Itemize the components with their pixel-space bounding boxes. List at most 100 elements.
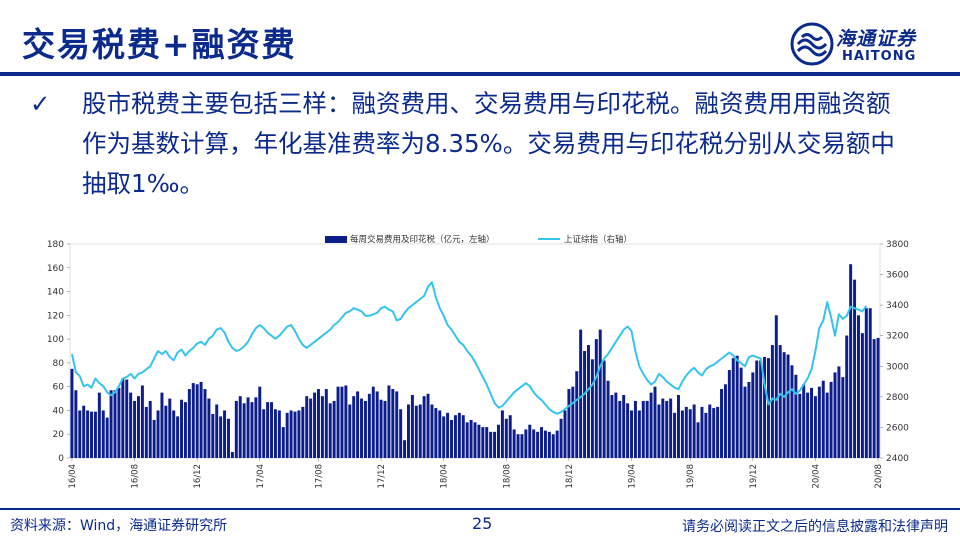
bar — [403, 440, 407, 458]
x-axis-tick-label: 17/04 — [256, 464, 266, 489]
bar — [86, 410, 90, 458]
page-title: 交易税费+融资费 — [22, 25, 297, 64]
bar — [641, 400, 645, 458]
bar — [363, 400, 367, 458]
bar — [708, 404, 712, 458]
bar — [203, 389, 207, 458]
bar — [684, 406, 688, 458]
bar — [598, 329, 602, 458]
bar — [755, 360, 759, 458]
bar — [680, 410, 684, 458]
legend-bar-label: 每周交易费用及印花税（亿元，左轴） — [350, 234, 495, 245]
bar — [704, 412, 708, 458]
bar — [74, 390, 78, 458]
bar — [223, 410, 227, 458]
bar — [133, 400, 137, 458]
bar — [289, 410, 293, 458]
bar — [156, 410, 160, 458]
bar — [180, 399, 184, 458]
bar — [414, 405, 418, 458]
bar — [105, 417, 109, 458]
bar — [246, 397, 250, 458]
bar — [446, 412, 450, 458]
bar — [473, 422, 477, 458]
bar — [766, 358, 770, 458]
bar — [594, 339, 598, 458]
bar — [543, 430, 547, 458]
bar — [375, 391, 379, 458]
bar — [770, 345, 774, 458]
bar — [457, 412, 461, 458]
bar — [536, 431, 540, 458]
left-axis-tick-label: 120 — [47, 311, 64, 321]
bar — [489, 431, 493, 458]
x-axis-tick-label: 20/08 — [874, 464, 884, 489]
bar — [723, 384, 727, 458]
bar — [563, 410, 567, 458]
bar — [547, 431, 551, 458]
x-axis-tick-label: 19/08 — [686, 464, 696, 489]
bar — [148, 400, 152, 458]
bar — [872, 339, 876, 458]
bar — [230, 452, 234, 458]
bar — [238, 396, 242, 458]
bar — [583, 351, 587, 458]
bar — [669, 398, 673, 458]
bar — [140, 385, 144, 458]
check-icon: ✓ — [30, 89, 51, 118]
bar — [270, 402, 274, 458]
bar — [199, 381, 203, 458]
bar — [93, 411, 97, 458]
bar — [856, 315, 860, 458]
bar — [712, 408, 716, 458]
left-axis-tick-label: 140 — [47, 288, 64, 298]
bar — [508, 415, 512, 458]
bar — [430, 404, 434, 458]
bar — [399, 409, 403, 458]
left-axis-tick-label: 0 — [58, 454, 64, 464]
bar — [532, 429, 536, 458]
bar — [297, 410, 301, 458]
bar — [860, 333, 864, 458]
combo-chart: 0 20 40 60 80 100 120 140 160 180 2400 2600 2800 3000… — [47, 234, 909, 489]
header: 交易税费+融资费 海通证券 HAITONG — [0, 0, 960, 80]
bar — [344, 385, 348, 458]
bar — [618, 400, 622, 458]
bar — [273, 409, 277, 458]
bar — [512, 429, 516, 458]
bar — [622, 394, 626, 458]
bar — [845, 335, 849, 458]
bar — [821, 380, 825, 458]
bar — [379, 399, 383, 458]
bar — [853, 279, 857, 458]
bar — [125, 379, 129, 458]
bullet-point: ✓ 股市税费主要包括三样：融资费用、交易费用与印花税。融资费用用融资额作为基数计… — [30, 84, 910, 204]
bar — [442, 416, 446, 458]
bar — [516, 434, 520, 458]
bar — [731, 358, 735, 458]
bar — [720, 389, 724, 458]
bar — [829, 381, 833, 458]
bar — [763, 356, 767, 458]
page-number: 25 — [472, 514, 493, 533]
bar — [700, 406, 704, 458]
bar — [727, 370, 731, 458]
bar — [579, 329, 583, 458]
left-axis-tick-label: 180 — [47, 240, 64, 250]
bar — [219, 416, 223, 458]
bar — [782, 352, 786, 458]
bar — [614, 392, 618, 458]
left-axis-tick-label: 160 — [47, 264, 64, 274]
x-axis-tick-label: 16/12 — [193, 464, 203, 489]
right-axis-tick-label: 3600 — [886, 271, 909, 281]
bar — [434, 408, 438, 458]
bar — [833, 372, 837, 458]
x-axis-tick-label: 17/08 — [314, 464, 324, 489]
bar — [481, 427, 485, 458]
bar — [751, 372, 755, 458]
right-axis-tick-label: 2600 — [886, 423, 909, 433]
bar — [790, 365, 794, 458]
bar — [82, 405, 86, 458]
bar — [101, 410, 105, 458]
bar — [176, 416, 180, 458]
